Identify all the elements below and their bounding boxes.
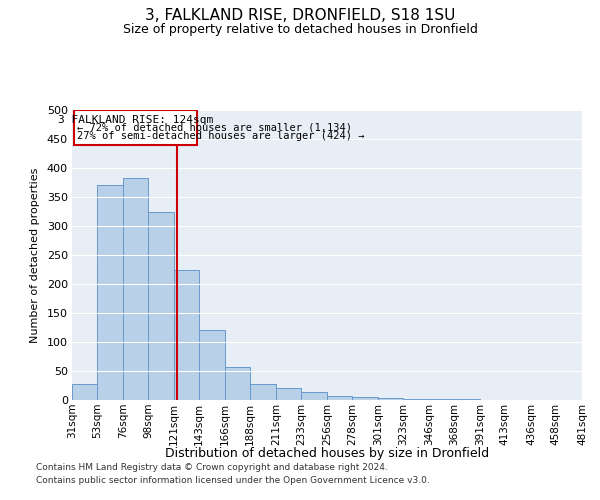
Bar: [97, 186, 123, 400]
Bar: [327, 396, 352, 400]
Bar: [352, 397, 378, 400]
Text: 3 FALKLAND RISE: 124sqm: 3 FALKLAND RISE: 124sqm: [58, 114, 213, 124]
Bar: [199, 330, 225, 400]
Text: Size of property relative to detached houses in Dronfield: Size of property relative to detached ho…: [122, 22, 478, 36]
Y-axis label: Number of detached properties: Number of detached properties: [30, 168, 40, 342]
Bar: [403, 399, 429, 400]
Bar: [72, 384, 97, 400]
Text: 3, FALKLAND RISE, DRONFIELD, S18 1SU: 3, FALKLAND RISE, DRONFIELD, S18 1SU: [145, 8, 455, 22]
Bar: [250, 384, 276, 400]
Text: ← 72% of detached houses are smaller (1,134): ← 72% of detached houses are smaller (1,…: [77, 123, 352, 133]
Bar: [123, 178, 148, 400]
Bar: [225, 367, 250, 400]
Text: Contains HM Land Registry data © Crown copyright and database right 2024.: Contains HM Land Registry data © Crown c…: [36, 464, 388, 472]
Bar: [148, 212, 174, 400]
Bar: [301, 392, 327, 400]
Text: Contains public sector information licensed under the Open Government Licence v3: Contains public sector information licen…: [36, 476, 430, 485]
FancyBboxPatch shape: [74, 110, 197, 145]
Bar: [174, 270, 199, 400]
Text: Distribution of detached houses by size in Dronfield: Distribution of detached houses by size …: [165, 448, 489, 460]
Text: 27% of semi-detached houses are larger (424) →: 27% of semi-detached houses are larger (…: [77, 132, 364, 141]
Bar: [276, 388, 301, 400]
Bar: [378, 398, 403, 400]
